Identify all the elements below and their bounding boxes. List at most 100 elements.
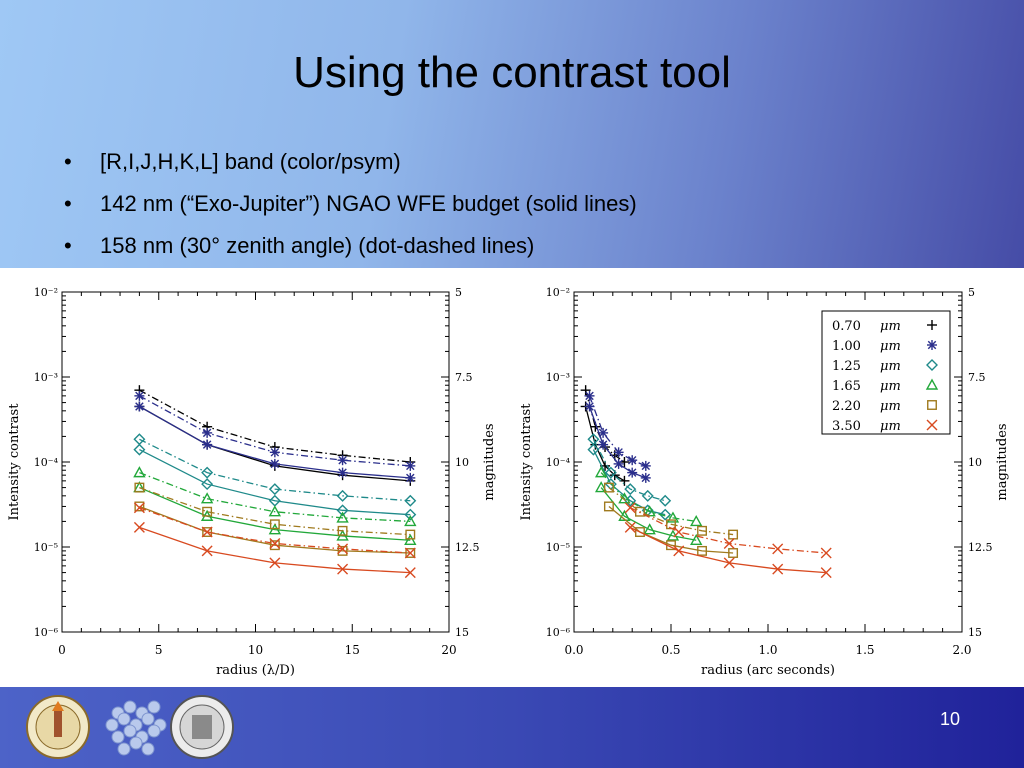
data-point-x [269,557,281,569]
ast-d2 [641,473,651,483]
x-tick-label: 1.5 [855,643,874,657]
legend-unit: μm [880,379,901,394]
triangle [594,481,608,493]
x-d2 [926,419,938,431]
triangle [690,514,703,527]
series-line [592,438,666,502]
y-tick-label: 10⁻⁵ [546,541,570,554]
data-point-diamond [641,489,654,502]
data-point-x [404,547,416,559]
data-point-diamond [201,478,214,491]
x-tick-label: 15 [345,643,360,657]
ast-d2 [585,402,594,411]
data-point-square [927,400,937,410]
data-point-x [723,537,735,549]
series-1.25-solid [133,443,417,521]
bullet-item: • [R,I,J,H,K,L] band (color/psym) [60,146,637,188]
series-1.65-dashdot [133,466,417,527]
y-right-axis-title: magnitudes [995,423,1010,500]
data-point-x [772,563,784,575]
data-point-x [133,502,145,514]
ast-d2 [406,473,415,483]
legend-unit: μm [880,359,901,374]
series-line [139,438,411,502]
bullet-text: 142 nm (“Exo-Jupiter”) NGAO WFE budget (… [100,191,637,216]
data-point-asterisk [405,472,416,483]
y-right-tick-label: 7.5 [968,371,986,384]
footer-bar: 10 [0,687,1024,768]
y-tick-label: 10⁻⁶ [34,626,59,639]
ast-d2 [135,391,144,401]
square [927,400,937,410]
bullet-text: [R,I,J,H,K,L] band (color/psym) [100,149,401,174]
y-right-axis-title: magnitudes [482,423,497,500]
bullet-list: • [R,I,J,H,K,L] band (color/psym) • 142 nm… [60,146,637,272]
square [405,529,416,540]
data-point-x [624,521,636,533]
ast-d2 [135,402,144,411]
y-right-tick-label: 12.5 [455,541,480,554]
data-point-diamond [926,359,938,371]
diamond [336,504,349,517]
x-d2 [772,563,784,575]
bullet-item: • 142 nm (“Exo-Jupiter”) NGAO WFE budget … [60,188,637,230]
data-point-triangle [594,481,608,493]
data-point-square [405,529,416,540]
data-point-asterisk [202,439,213,450]
legend-value: 1.00 [832,339,861,354]
square [202,527,213,537]
series-1.65-solid [133,481,417,545]
series-1.25-dashdot [587,433,672,507]
square [202,506,213,517]
square [728,548,739,558]
diamond [587,443,600,456]
data-point-triangle [643,523,656,535]
data-point-x [772,543,784,555]
data-point-asterisk [337,467,348,478]
y-tick-label: 10⁻² [546,286,570,299]
data-point-x [201,545,213,557]
series-1.00-solid [584,401,651,483]
diamond [336,489,349,502]
data-point-asterisk [613,458,624,469]
triangle [133,466,146,478]
x-d2 [201,545,213,557]
triangle [690,533,703,545]
data-point-square [337,525,348,536]
chart-2: 0.0 0.5 1.0 1.5 2.0 10⁻² 5 10⁻³ 7.5 10⁻⁴ 10 10⁻⁵ 12.… [519,286,1010,678]
data-point-triangle [594,466,608,478]
data-point-square [603,501,614,512]
x-d2 [269,557,281,569]
uc-seal-icon [170,695,234,759]
series-line [139,448,411,516]
y-axis-title: Intensity contrast [519,403,534,521]
series-line [600,472,697,523]
data-point-diamond [404,494,417,507]
square [635,527,645,537]
diamond [268,483,281,496]
data-point-square [134,482,145,493]
y-right-tick-label: 15 [968,626,982,639]
x-d2 [723,557,735,569]
diamond [587,433,600,446]
page-number: 10 [939,709,960,729]
square [269,519,280,530]
data-point-plus [927,320,937,330]
ast-d2 [598,440,608,449]
x-tick-label: 0.0 [564,643,583,657]
series-1.25-dashdot [133,433,417,507]
data-point-triangle [690,533,703,545]
diamond [624,483,637,496]
data-point-square [728,548,739,558]
series-line [588,406,647,479]
y-tick-label: 10⁻³ [546,371,570,384]
data-point-square [269,540,280,551]
bullet-symbol: • [64,149,72,174]
plot-frame [61,291,450,633]
data-point-asterisk [269,458,280,469]
data-point-triangle [404,514,417,527]
x-d2 [673,526,685,538]
data-point-diamond [404,508,417,521]
y-right-tick-label: 10 [968,456,982,469]
triangle [666,511,680,523]
